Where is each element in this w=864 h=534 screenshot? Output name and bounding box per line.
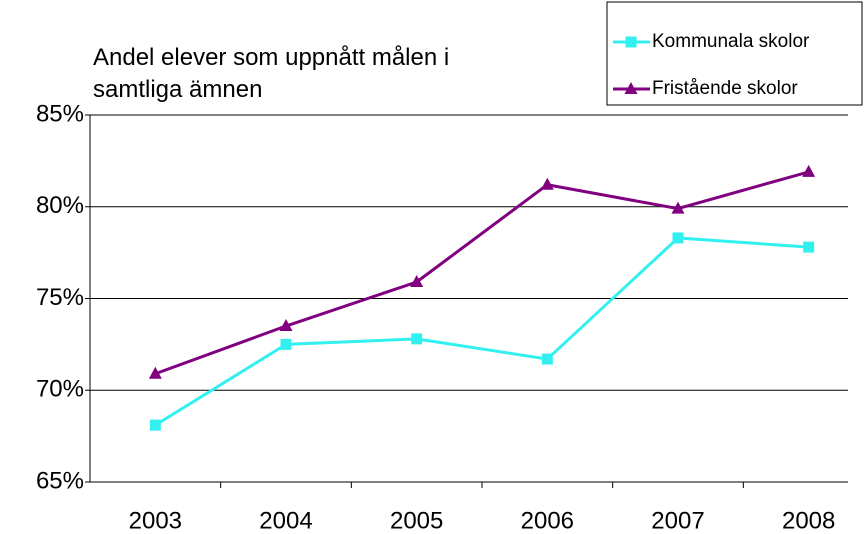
y-tick-label: 65% [36, 467, 84, 494]
marker [149, 419, 161, 431]
legend-label: Kommunala skolor [652, 31, 810, 52]
y-tick-label: 85% [36, 100, 84, 127]
marker [802, 164, 816, 177]
y-tick-label: 70% [36, 376, 84, 403]
x-tick-label: 2003 [129, 507, 182, 534]
x-tick-label: 2008 [782, 507, 835, 534]
marker [279, 319, 293, 332]
marker [671, 201, 685, 214]
chart-title: Andel elever som uppnått målen i samtlig… [93, 44, 450, 103]
x-tick-label: 2006 [521, 507, 574, 534]
marker [803, 241, 815, 253]
marker [411, 333, 423, 345]
marker [625, 36, 637, 48]
y-tick-label: 75% [36, 284, 84, 311]
x-tick-label: 2004 [259, 507, 312, 534]
legend-label: Fristående skolor [652, 78, 798, 99]
marker [541, 353, 553, 365]
series-line [154, 236, 809, 427]
marker [410, 274, 424, 287]
marker [672, 232, 684, 244]
marker [540, 177, 554, 190]
series-line [154, 170, 810, 376]
x-tick-label: 2007 [651, 507, 704, 534]
marker [624, 82, 638, 94]
x-tick-label: 2005 [390, 507, 443, 534]
marker [280, 338, 292, 350]
marker [148, 366, 162, 379]
y-tick-label: 80% [36, 192, 84, 219]
